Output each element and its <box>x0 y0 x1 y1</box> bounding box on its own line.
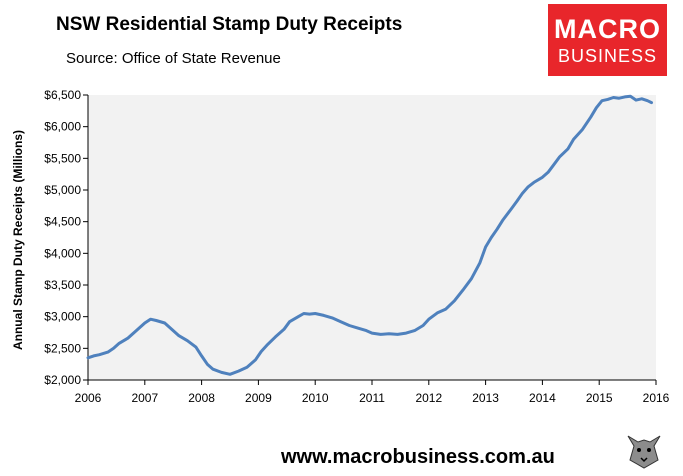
y-tick-label: $5,500 <box>44 151 81 165</box>
x-tick-label: 2014 <box>529 391 556 405</box>
x-tick-label: 2009 <box>245 391 272 405</box>
y-tick-label: $3,000 <box>44 310 81 324</box>
x-tick-label: 2015 <box>586 391 613 405</box>
series-line <box>86 94 653 376</box>
x-tick-label: 2012 <box>415 391 442 405</box>
chart-subtitle: Source: Office of State Revenue <box>66 50 281 67</box>
website-url: www.macrobusiness.com.au <box>281 446 555 468</box>
y-tick-label: $2,500 <box>44 341 81 355</box>
line-chart: $2,000 $2,500 $3,000 $3,500 $4,000 $4,500 $5,0… <box>11 88 670 405</box>
x-tick-label: 2011 <box>359 391 385 405</box>
logo-line-2: BUSINESS <box>557 46 658 66</box>
y-tick-label: $4,000 <box>44 246 81 260</box>
x-tick-label: 2013 <box>472 391 499 405</box>
x-tick-label: 2007 <box>131 391 158 405</box>
y-tick-label: $4,500 <box>44 215 81 229</box>
wolf-mascot-icon <box>622 430 666 470</box>
y-axis-label: Annual Stamp Duty Receipts (Millions) <box>11 130 25 350</box>
x-tick-label: 2010 <box>302 391 329 405</box>
plot-area <box>88 95 656 380</box>
y-tick-label: $6,000 <box>44 120 81 134</box>
y-tick-label: $3,500 <box>44 278 81 292</box>
logo-line-1: MACRO <box>554 14 661 44</box>
x-tick-label: 2016 <box>643 391 670 405</box>
x-tick-label: 2006 <box>75 391 102 405</box>
y-tick-label: $5,000 <box>44 183 81 197</box>
macrobusiness-logo: MACRO BUSINESS <box>548 4 667 76</box>
x-tick-label: 2008 <box>188 391 215 405</box>
y-tick-label: $2,000 <box>44 373 81 387</box>
chart-title: NSW Residential Stamp Duty Receipts <box>56 14 403 35</box>
y-tick-label: $6,500 <box>44 88 81 102</box>
